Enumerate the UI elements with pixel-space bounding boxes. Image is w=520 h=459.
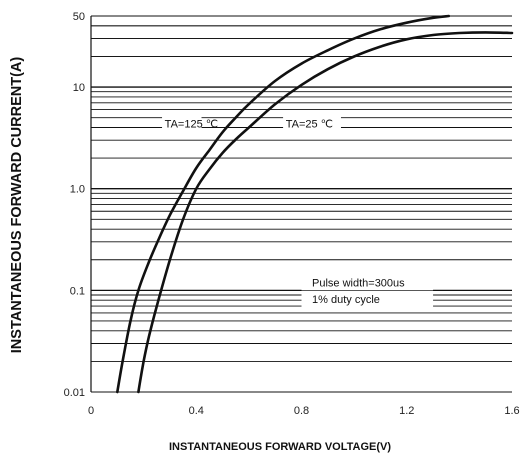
series-line-1 xyxy=(137,31,514,394)
series-line-0 xyxy=(116,14,451,394)
annotation-background xyxy=(283,115,341,132)
x-tick-label: 0.8 xyxy=(294,405,309,417)
gridlines xyxy=(90,15,512,393)
x-tick-label: 1.2 xyxy=(399,405,414,417)
x-tick-label: 0.4 xyxy=(189,405,204,417)
tick-labels: 0 0.4 0.8 1.2 1.6 0.01 0.1 1.0 10 50 xyxy=(64,11,520,417)
annotation-text: TA=125 ℃ xyxy=(165,118,218,130)
x-axis-label: INSTANTANEOUS FORWARD VOLTAGE(V) xyxy=(169,441,391,453)
annotation-background xyxy=(301,274,434,291)
y-tick-label: 0.1 xyxy=(70,285,85,297)
y-axis-label: INSTANTANEOUS FORWARD CURRENT(A) xyxy=(9,57,25,354)
x-tick-label: 0 xyxy=(88,405,94,417)
x-tick-label: 1.6 xyxy=(504,405,519,417)
annotations: TA=125 ℃ TA=25 ℃ Pulse width=300us 1% duty … xyxy=(162,115,434,308)
annotation-text: Pulse width=300us xyxy=(312,277,405,289)
y-tick-label: 0.01 xyxy=(64,387,85,399)
y-tick-label: 50 xyxy=(73,11,85,23)
series-curves xyxy=(116,14,514,394)
y-tick-label: 1.0 xyxy=(70,184,85,196)
annotation-text: 1% duty cycle xyxy=(312,294,380,306)
annotation-background xyxy=(301,291,434,308)
annotation-background xyxy=(162,115,202,132)
y-tick-label: 10 xyxy=(73,82,85,94)
annotation-text: TA=25 ℃ xyxy=(286,118,333,130)
